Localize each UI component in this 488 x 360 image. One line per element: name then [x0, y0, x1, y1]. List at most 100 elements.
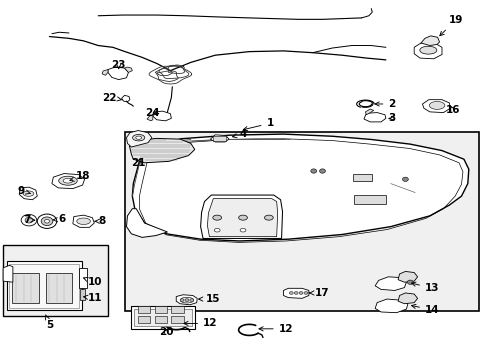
- Bar: [155, 316, 166, 323]
- Bar: [79, 268, 86, 288]
- Ellipse shape: [264, 215, 273, 220]
- Text: 10: 10: [83, 277, 102, 287]
- Bar: [12, 273, 39, 303]
- Circle shape: [37, 214, 57, 228]
- Text: 15: 15: [198, 294, 220, 304]
- Polygon shape: [207, 199, 277, 237]
- Ellipse shape: [63, 179, 73, 183]
- Polygon shape: [374, 299, 407, 313]
- Bar: [155, 306, 166, 314]
- Polygon shape: [73, 215, 94, 227]
- Bar: [125, 132, 478, 311]
- Circle shape: [319, 169, 325, 173]
- Polygon shape: [397, 293, 417, 304]
- Text: 8: 8: [95, 216, 105, 226]
- Ellipse shape: [59, 176, 77, 185]
- Ellipse shape: [212, 215, 221, 220]
- Polygon shape: [126, 209, 167, 237]
- Text: 23: 23: [111, 60, 126, 70]
- Polygon shape: [374, 277, 406, 291]
- Text: 3: 3: [387, 113, 395, 123]
- Polygon shape: [413, 43, 441, 59]
- Text: 1: 1: [243, 118, 273, 131]
- Text: 13: 13: [411, 282, 439, 293]
- Polygon shape: [102, 69, 108, 75]
- Polygon shape: [108, 67, 128, 80]
- Text: 9: 9: [18, 186, 30, 196]
- Bar: [3, 244, 108, 316]
- Polygon shape: [3, 265, 13, 282]
- Polygon shape: [129, 138, 194, 163]
- Ellipse shape: [132, 134, 144, 141]
- Text: 7: 7: [23, 215, 35, 225]
- Text: 11: 11: [83, 293, 102, 303]
- Circle shape: [294, 292, 298, 294]
- Text: 5: 5: [45, 315, 53, 330]
- Polygon shape: [212, 136, 225, 140]
- Polygon shape: [124, 67, 132, 72]
- Ellipse shape: [23, 191, 34, 196]
- Circle shape: [299, 292, 303, 294]
- Circle shape: [402, 177, 407, 181]
- Polygon shape: [210, 135, 228, 142]
- Bar: [138, 316, 150, 323]
- Text: 21: 21: [131, 158, 145, 168]
- Text: 6: 6: [53, 215, 65, 224]
- Text: 2: 2: [374, 99, 395, 109]
- Polygon shape: [363, 113, 385, 122]
- Polygon shape: [200, 195, 282, 238]
- Circle shape: [407, 280, 412, 284]
- Text: 12: 12: [259, 324, 292, 334]
- Bar: [171, 306, 183, 314]
- Text: 19: 19: [439, 15, 462, 36]
- Text: 17: 17: [309, 288, 329, 298]
- Polygon shape: [176, 295, 197, 305]
- Bar: [9, 264, 79, 308]
- Ellipse shape: [428, 102, 444, 109]
- Polygon shape: [134, 309, 191, 326]
- Text: 24: 24: [145, 108, 160, 118]
- Bar: [6, 261, 82, 310]
- Circle shape: [310, 169, 316, 173]
- Bar: [80, 289, 84, 300]
- Polygon shape: [19, 187, 37, 200]
- Text: 4: 4: [232, 129, 246, 139]
- Polygon shape: [420, 36, 439, 45]
- Polygon shape: [397, 271, 417, 282]
- Circle shape: [21, 215, 37, 226]
- Bar: [45, 273, 72, 303]
- Bar: [171, 316, 183, 323]
- Text: 20: 20: [159, 327, 173, 337]
- Polygon shape: [126, 131, 152, 147]
- Ellipse shape: [419, 46, 436, 54]
- Text: 18: 18: [70, 171, 91, 181]
- Ellipse shape: [136, 136, 142, 139]
- Circle shape: [184, 299, 188, 302]
- Ellipse shape: [240, 228, 245, 232]
- Circle shape: [289, 292, 293, 294]
- Circle shape: [189, 299, 193, 302]
- Polygon shape: [131, 306, 194, 329]
- Circle shape: [25, 217, 33, 223]
- Circle shape: [180, 299, 183, 302]
- Ellipse shape: [214, 228, 220, 232]
- Ellipse shape: [180, 297, 193, 303]
- Ellipse shape: [77, 218, 90, 225]
- Text: 16: 16: [445, 105, 459, 115]
- Polygon shape: [353, 195, 385, 204]
- Circle shape: [44, 220, 49, 223]
- Polygon shape: [153, 111, 171, 121]
- Polygon shape: [283, 288, 308, 298]
- Text: 14: 14: [411, 304, 439, 315]
- Text: 22: 22: [102, 93, 122, 103]
- Ellipse shape: [238, 215, 247, 220]
- Polygon shape: [422, 100, 449, 113]
- Polygon shape: [52, 174, 84, 189]
- Bar: [138, 306, 150, 314]
- Circle shape: [41, 217, 53, 226]
- Polygon shape: [147, 115, 153, 121]
- Polygon shape: [122, 95, 130, 102]
- Polygon shape: [352, 174, 371, 181]
- Polygon shape: [365, 109, 373, 115]
- Polygon shape: [132, 134, 468, 241]
